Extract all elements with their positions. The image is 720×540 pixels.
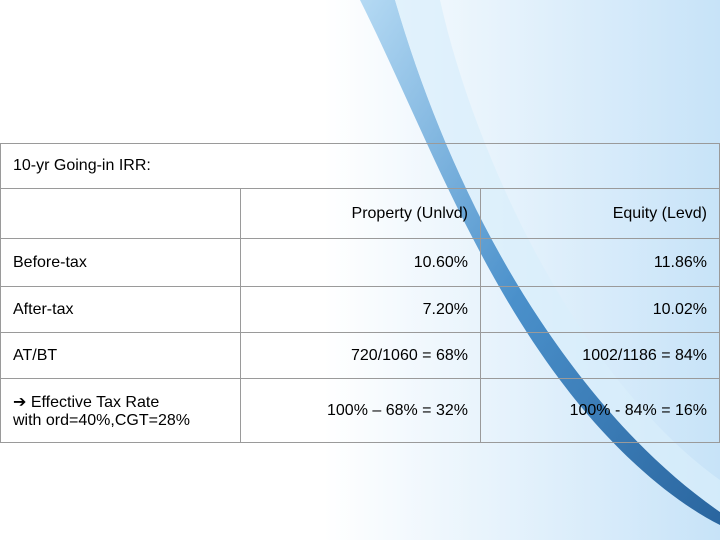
header-cell: Property (Unlvd) (240, 188, 481, 239)
value-cell: 7.20% (240, 286, 481, 333)
swoosh-light (395, 0, 720, 512)
row-label: AT/BT (0, 332, 241, 379)
row-label-line: with ord=40%,CGT=28% (13, 411, 190, 429)
row-label-line: ➔ Effective Tax Rate (13, 393, 160, 411)
value-cell: 11.86% (480, 238, 720, 287)
table-title: 10-yr Going-in IRR: (0, 143, 720, 189)
row-label: ➔ Effective Tax Rate with ord=40%,CGT=28% (0, 378, 241, 443)
header-empty (0, 188, 241, 239)
header-cell: Equity (Levd) (480, 188, 720, 239)
row-label: Before-tax (0, 238, 241, 287)
value-cell: 720/1060 = 68% (240, 332, 481, 379)
value-cell: 100% – 68% = 32% (240, 378, 481, 443)
swoosh (360, 0, 720, 525)
row-label: After-tax (0, 286, 241, 333)
value-cell: 10.02% (480, 286, 720, 333)
value-cell: 10.60% (240, 238, 481, 287)
value-cell: 100% - 84% = 16% (480, 378, 720, 443)
value-cell: 1002/1186 = 84% (480, 332, 720, 379)
